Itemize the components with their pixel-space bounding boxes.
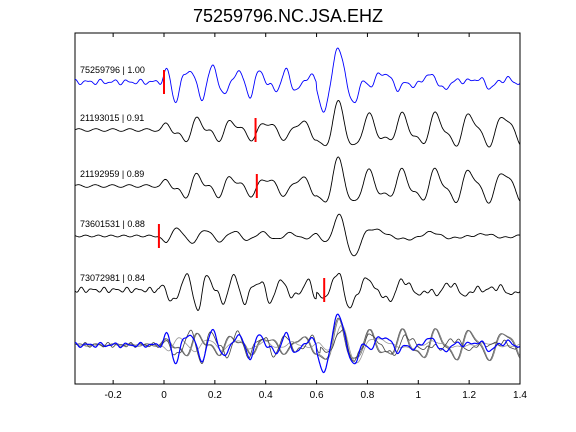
trace-label-21193015: 21193015 | 0.91 [80, 113, 144, 123]
x-tick-label: 1.2 [462, 390, 476, 401]
stack-trace-2 [74, 318, 521, 362]
stack-trace-4 [74, 329, 520, 365]
stack-reference-trace [74, 313, 521, 374]
x-tick-label: 0.8 [360, 390, 374, 401]
trace-73072981 [74, 272, 521, 312]
x-tick-label: 1 [416, 390, 422, 401]
trace-label-73601531: 73601531 | 0.88 [80, 219, 145, 229]
x-axis: -0.2 0 0.2 0.4 0.6 0.8 1 1.2 1.4 [105, 33, 527, 401]
x-tick-label: 0.6 [310, 390, 324, 401]
trace-21193015 [74, 100, 521, 148]
x-tick-label: 1.4 [513, 390, 527, 401]
trace-73601531 [74, 213, 520, 257]
plot-frame [74, 32, 521, 385]
trace-label-73072981: 73072981 | 0.84 [80, 273, 145, 283]
x-tick-label: 0.2 [208, 390, 222, 401]
x-tick-label: -0.2 [105, 390, 123, 401]
trace-label-21192959: 21192959 | 0.89 [80, 169, 144, 179]
x-tick-label: 0.4 [259, 390, 273, 401]
trace-21192959 [74, 156, 521, 204]
x-tick-label: 0 [161, 390, 167, 401]
traces-layer: 75259796 | 1.00 21193015 | 0.91 21192959 |… [74, 47, 521, 374]
trace-label-75259796: 75259796 | 1.00 [80, 65, 145, 75]
chart-title: 75259796.NC.JSA.EHZ [192, 6, 384, 26]
trace-75259796 [74, 47, 521, 113]
